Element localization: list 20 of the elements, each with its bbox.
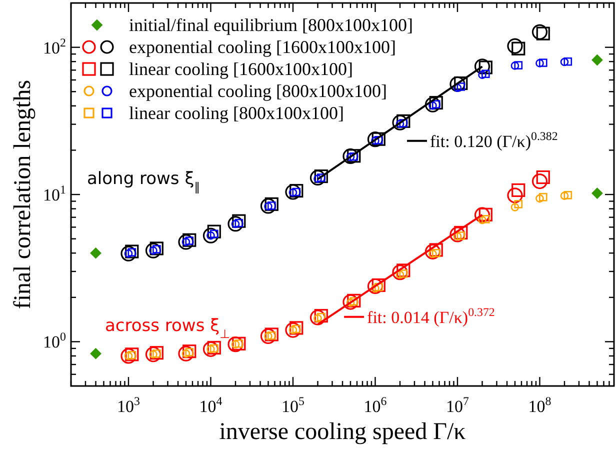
x-tick-label: 10$^{6}$ (364, 394, 387, 416)
annotation: across rows ξ$_{⊥}$ (105, 316, 230, 341)
legend-label: fit: 0.120 (Γ/κ)$^{0.382}$ (430, 128, 558, 151)
x-tick-label: 10$^{4}$ (199, 394, 222, 416)
y-axis-title: final correlation lengths (10, 80, 36, 310)
legend-label: linear cooling [800x100x100] (129, 103, 344, 123)
y-tick-label: 10$^{2}$ (43, 35, 66, 58)
y-tick-label: 10$^{1}$ (43, 182, 66, 204)
annotation: along rows ξ$_{∥}$ (87, 169, 200, 194)
x-tick-label: 10$^{7}$ (446, 394, 469, 416)
legend-label: exponential cooling [800x100x100] (129, 81, 387, 101)
legend-label: fit: 0.014 (Γ/κ)$^{0.372}$ (367, 304, 495, 327)
x-tick-label: 10$^{8}$ (528, 394, 552, 416)
legend-label: initial/final equilibrium [800x100x100] (129, 15, 413, 35)
x-tick-label: 10$^{3}$ (117, 394, 140, 416)
x-tick-label: 10$^{5}$ (282, 394, 305, 416)
legend-label: exponential cooling [1600x100x100] (129, 37, 396, 57)
y-tick-label: 10$^{0}$ (43, 330, 66, 352)
legend-label: linear cooling [1600x100x100] (129, 59, 353, 79)
x-axis-title: inverse cooling speed Γ/κ (219, 419, 466, 445)
